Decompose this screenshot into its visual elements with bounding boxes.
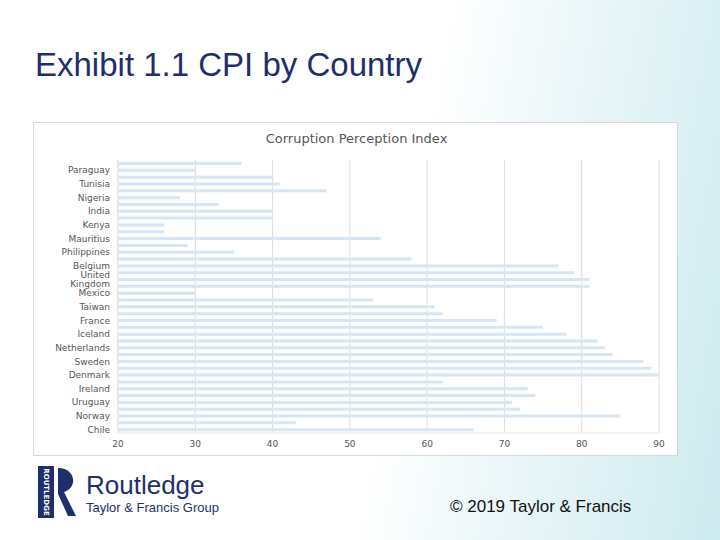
svg-text:Norway: Norway [76,411,111,421]
svg-text:40: 40 [267,439,279,449]
svg-text:Paraguay: Paraguay [68,165,111,175]
svg-text:80: 80 [576,439,588,449]
svg-text:Taiwan: Taiwan [78,302,110,312]
svg-text:20: 20 [112,439,124,449]
svg-text:Uruguay: Uruguay [72,397,111,407]
svg-text:60: 60 [421,439,433,449]
svg-text:UnitedKingdom: UnitedKingdom [70,270,110,289]
svg-text:Tunisia: Tunisia [78,179,110,189]
svg-text:70: 70 [499,439,511,449]
html-text:Exhibit 1.1 CPI by Country: Exhibit 1.1 CPI by Country [35,46,422,83]
html-text:Routledge: Routledge [86,470,205,500]
html-text:Corruption Perception Index: Corruption Perception Index [265,131,448,146]
svg-text:Kenya: Kenya [82,220,110,230]
svg-text:90: 90 [653,439,665,449]
svg-text:Mexico: Mexico [79,288,111,298]
html-text:© 2019 Taylor & Francis: © 2019 Taylor & Francis [450,497,632,516]
svg-text:Mauritius: Mauritius [68,234,110,244]
svg-text:France: France [80,316,110,326]
svg-text:Sweden: Sweden [74,357,110,367]
html-text:ROUTLEDGE: ROUTLEDGE [42,468,50,516]
svg-text:Ireland: Ireland [79,384,110,394]
svg-text:50: 50 [344,439,356,449]
svg-text:India: India [88,206,110,216]
svg-text:Chile: Chile [87,425,110,435]
svg-text:Netherlands: Netherlands [55,343,110,353]
svg-text:Iceland: Iceland [77,329,110,339]
svg-text:Belgium: Belgium [73,261,110,271]
svg-text:Philippines: Philippines [62,247,111,257]
html-text:Taylor & Francis Group: Taylor & Francis Group [86,500,219,515]
svg-text:30: 30 [190,439,202,449]
svg-text:Denmark: Denmark [69,370,111,380]
svg-text:Nigeria: Nigeria [78,193,110,203]
